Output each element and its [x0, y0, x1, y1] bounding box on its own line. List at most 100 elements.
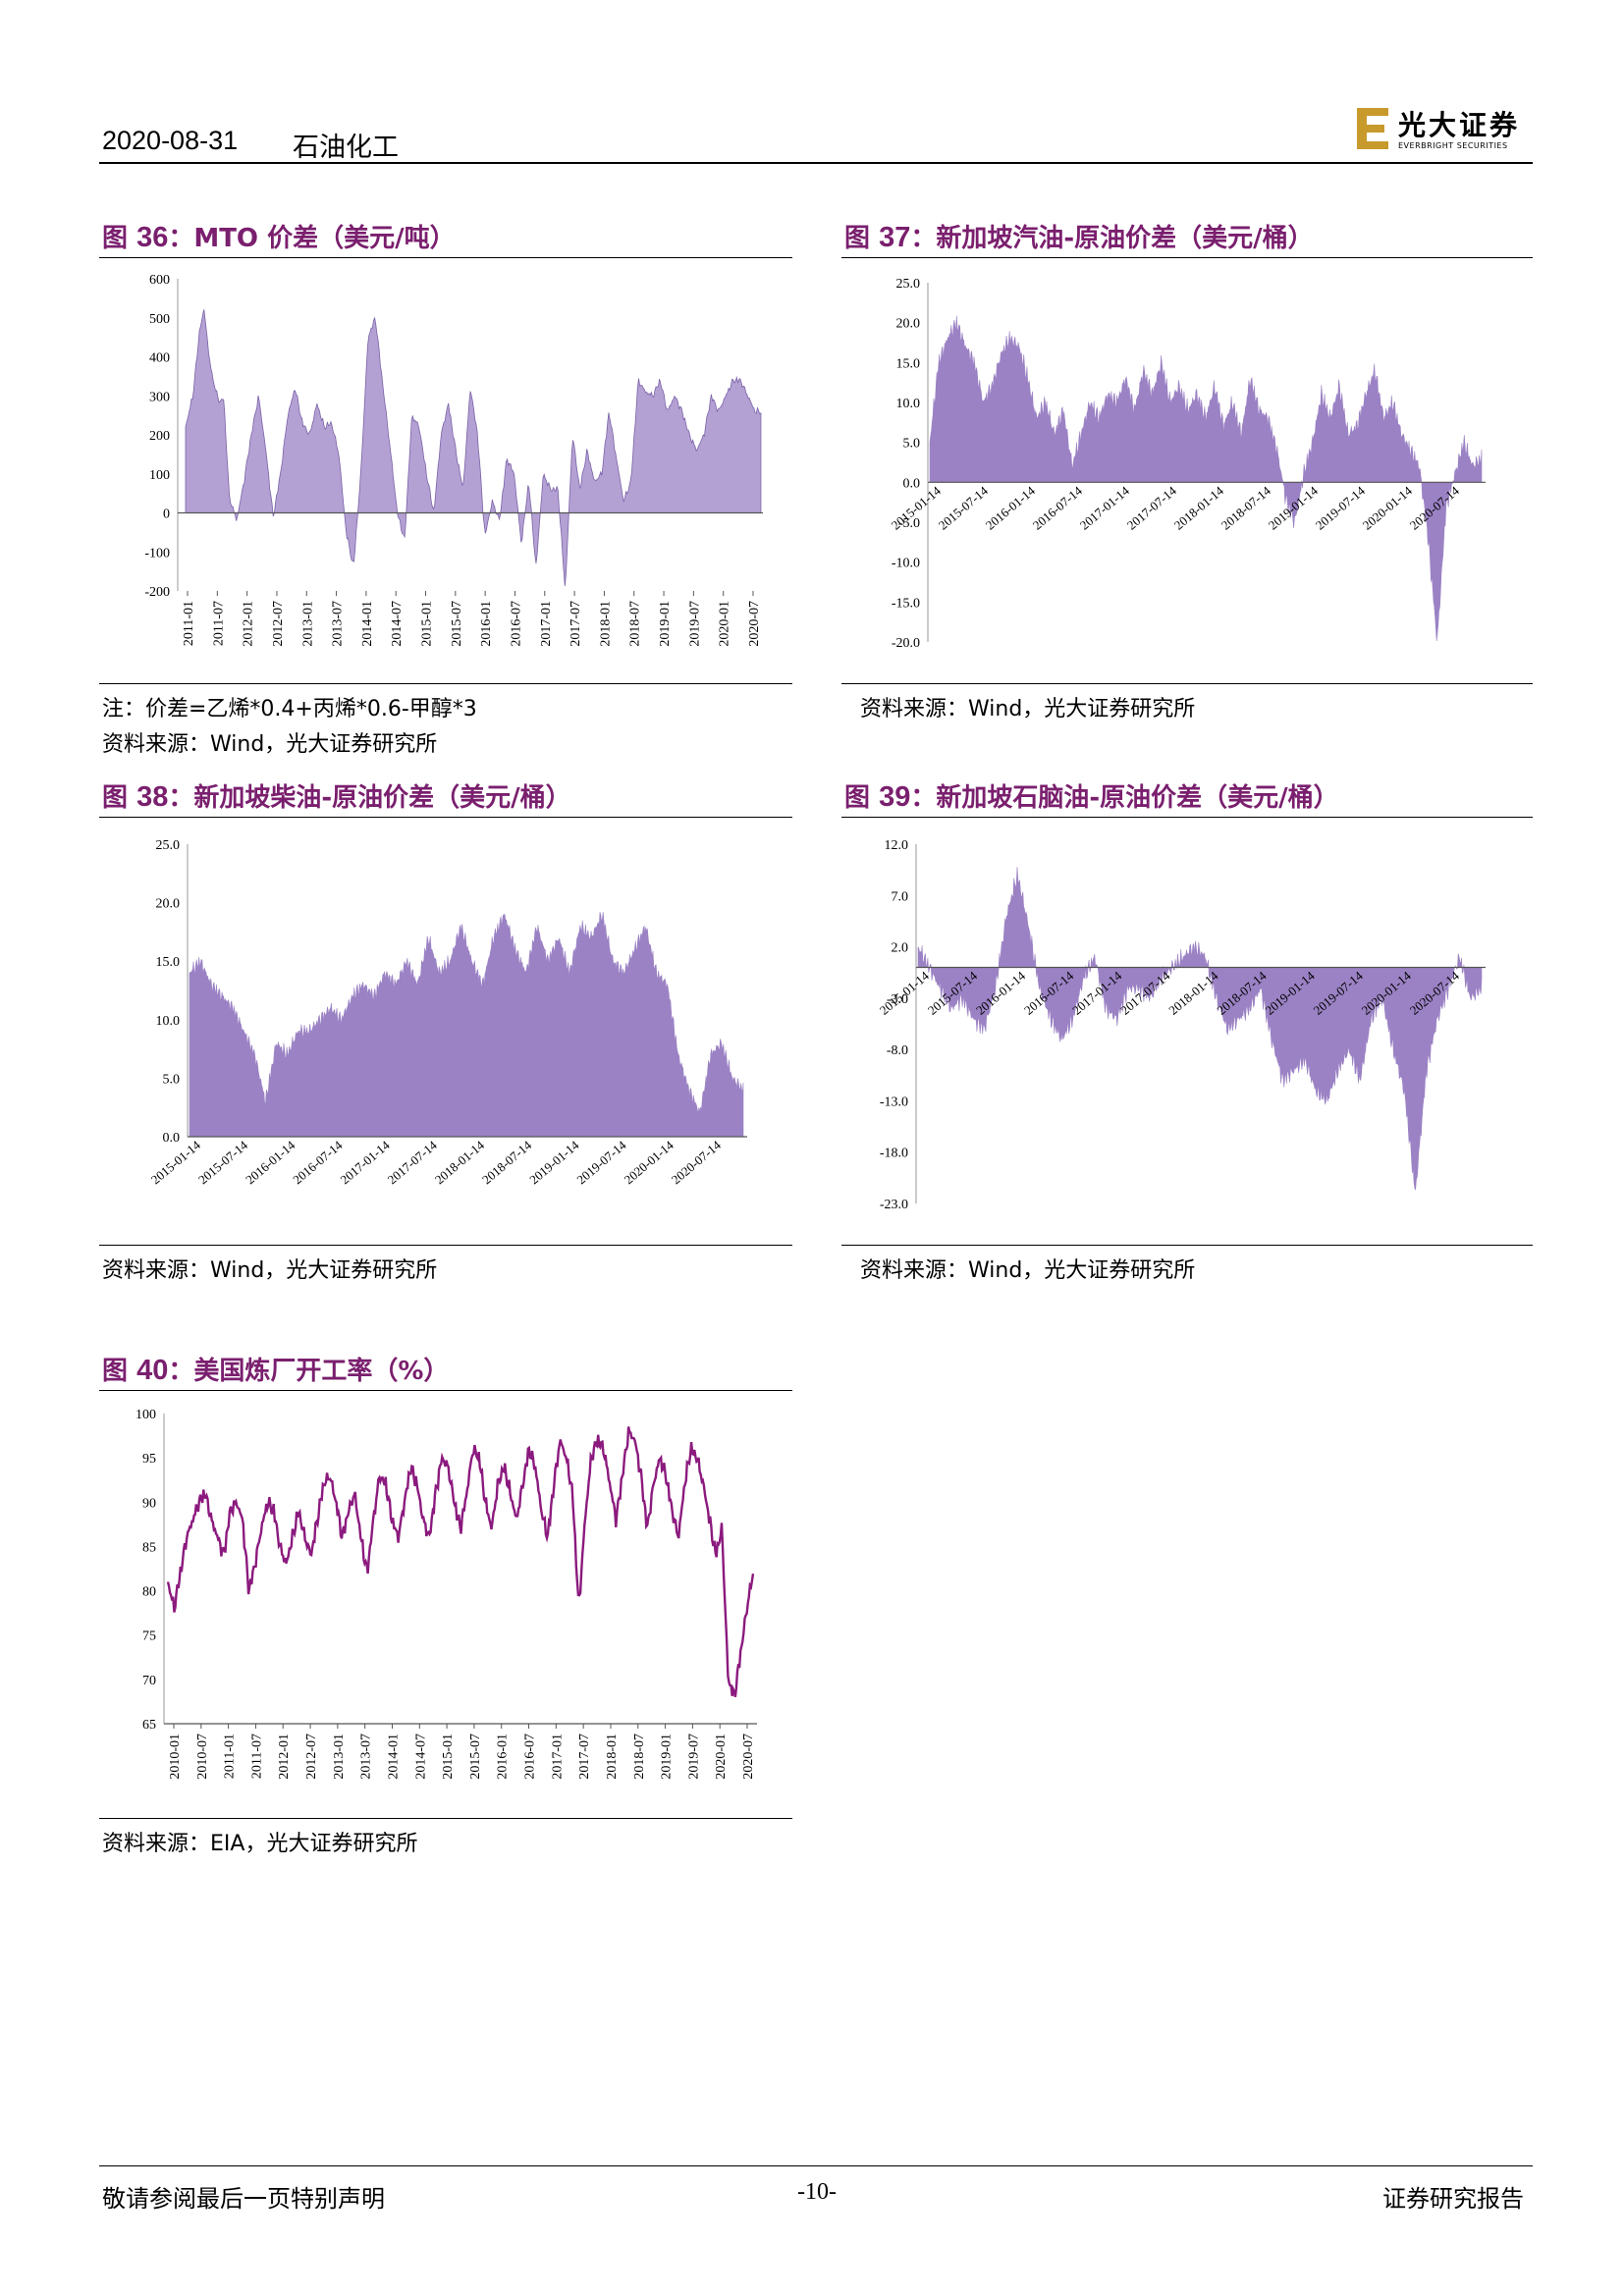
x-tick-label: 2020-01	[718, 601, 732, 647]
x-tick-label: 2010-01	[168, 1734, 183, 1780]
x-tick-label: 2017-01	[539, 601, 554, 647]
x-tick-label: 2017-01-14	[1077, 483, 1132, 533]
y-tick-label: 20.0	[896, 317, 921, 332]
figure-38-top-rule	[99, 817, 792, 818]
x-tick-label: 2020-07	[741, 1734, 756, 1780]
x-tick-label: 2019-01	[660, 1734, 675, 1780]
y-tick-label: 25.0	[896, 277, 921, 292]
y-tick-label: 300	[149, 390, 170, 404]
x-tick-label: 2018-01-14	[1171, 483, 1226, 533]
figure-39-chart: 12.0 7.0 2.0 -3.0 -8.0 -13.0 -18.0 -23.0 2015-01…	[877, 838, 1486, 1212]
y-tick-label: 65	[142, 1718, 156, 1733]
x-tick-label: 2015-01	[441, 1734, 456, 1780]
x-tick-label: 2018-07-14	[479, 1137, 534, 1187]
x-tick-label: 2020-07	[747, 601, 762, 647]
x-tick-label: 2012-07	[304, 1734, 319, 1780]
y-tick-label: 100	[149, 468, 170, 483]
x-tick-label: 2018-01	[605, 1734, 620, 1780]
figure-37-bottom-rule	[841, 683, 1533, 684]
y-tick-label: -5.0	[898, 516, 920, 531]
company-logo: 光大证券 EVERBRIGHT SECURITIES	[1355, 104, 1532, 153]
y-tick-label: 0	[163, 507, 170, 522]
x-tick-label: 2011-01	[182, 601, 196, 646]
y-tick-label: 90	[142, 1496, 156, 1511]
figure-prefix: 图	[102, 783, 137, 813]
figure-38-chart: 25.020.015.010.05.00.02015-01-142015-07-…	[148, 838, 747, 1187]
x-tick-label: 2017-01-14	[338, 1137, 393, 1187]
y-tick-label: 200	[149, 429, 170, 444]
x-tick-label: 2014-01	[360, 601, 375, 647]
figure-40-bottom-rule	[99, 1818, 792, 1819]
x-tick-label: 2017-07-14	[385, 1137, 440, 1187]
figure-36-note: 注：价差=乙烯*0.4+丙烯*0.6-甲醇*3	[102, 697, 477, 721]
y-tick-label: 75	[142, 1629, 156, 1644]
x-tick-label: 2013-07	[331, 601, 346, 647]
x-tick-label: 2016-07	[509, 601, 523, 647]
x-tick-label: 2012-01	[277, 1734, 292, 1780]
x-tick-label: 2013-07	[359, 1734, 374, 1780]
x-tick-label: 2017-07	[568, 601, 583, 647]
figure-prefix: 图	[102, 1357, 137, 1386]
x-tick-label: 2017-01	[550, 1734, 565, 1780]
figure-number: 39	[879, 781, 911, 813]
header-rule	[99, 162, 1533, 164]
y-tick-label: -18.0	[880, 1147, 908, 1161]
figure-39-top-rule	[841, 817, 1533, 818]
figure-37-title: 图 37：新加坡汽油-原油价差（美元/桶）	[844, 218, 1314, 254]
figure-36-top-rule	[99, 257, 792, 258]
x-tick-label: 2014-07	[390, 601, 405, 647]
x-tick-label: 2016-01-14	[243, 1137, 298, 1187]
figure-caption: ：新加坡柴油-原油价差（美元/桶）	[168, 783, 571, 813]
x-tick-label: 2011-01	[223, 1734, 238, 1779]
x-tick-label: 2015-01-14	[877, 968, 932, 1018]
figure-37-chart: 25.0 20.0 15.0 10.0 5.0 0.0 -5.0 -10.0 -15.0 -20.…	[889, 277, 1486, 651]
y-tick-label: 7.0	[892, 889, 909, 904]
y-tick-label: 600	[149, 273, 170, 288]
y-tick-label: 0.0	[903, 476, 921, 491]
x-tick-label: 2019-07-14	[573, 1137, 628, 1187]
report-sector: 石油化工	[293, 133, 399, 163]
footer-report-type: 证券研究报告	[1382, 2185, 1524, 2213]
x-tick-label: 2017-07-14	[1124, 483, 1179, 533]
x-tick-label: 2015-07	[468, 1734, 483, 1780]
y-tick-label: -13.0	[880, 1095, 908, 1109]
y-tick-label: -10.0	[892, 557, 920, 571]
x-tick-label: 2018-01-14	[432, 1137, 487, 1187]
x-tick-label: 2014-01	[386, 1734, 401, 1780]
x-tick-label: 2018-07	[632, 1734, 647, 1780]
x-tick-label: 2019-07	[687, 601, 702, 647]
figure-39-bottom-rule	[841, 1245, 1533, 1246]
y-tick-label: 80	[142, 1585, 156, 1600]
y-tick-label: 10.0	[896, 397, 921, 411]
x-tick-label: 2020-01-14	[1360, 483, 1415, 533]
figure-36-source: 资料来源：Wind，光大证券研究所	[102, 732, 438, 757]
x-tick-label: 2018-01-14	[1165, 968, 1220, 1018]
x-tick-label: 2010-07	[195, 1734, 210, 1780]
y-tick-label: -3.0	[887, 992, 908, 1007]
footer-rule	[99, 2165, 1533, 2166]
x-tick-label: 2011-07	[249, 1734, 264, 1779]
figure-36-chart: 600 500 400 300 200 100 0 -100 -200 2011-01 2011-0…	[144, 273, 763, 647]
y-tick-label: -20.0	[892, 636, 920, 651]
x-tick-label: 2018-01	[598, 601, 613, 647]
x-tick-label: 2016-01	[496, 1734, 511, 1780]
x-tick-label: 2015-07-14	[936, 483, 991, 533]
x-tick-label: 2015-07-14	[195, 1137, 250, 1187]
figure-38-title: 图 38：新加坡柴油-原油价差（美元/桶）	[102, 777, 571, 814]
x-tick-label: 2016-01	[479, 601, 494, 647]
report-date: 2020-08-31	[102, 126, 239, 155]
y-tick-label: 85	[142, 1540, 156, 1555]
x-tick-label: 2020-01-14	[622, 1137, 677, 1187]
y-tick-label: 2.0	[892, 941, 909, 956]
x-tick-label: 2019-01-14	[526, 1137, 581, 1187]
y-tick-label: -15.0	[892, 596, 920, 611]
x-tick-label: 2013-01	[332, 1734, 347, 1780]
series-area	[185, 309, 762, 587]
figure-caption: ：美国炼厂开工率（%）	[168, 1357, 450, 1386]
figure-caption: ：新加坡汽油-原油价差（美元/桶）	[910, 224, 1314, 253]
figure-prefix: 图	[844, 783, 880, 813]
x-tick-label: 2012-01	[242, 601, 256, 647]
x-tick-label: 2013-01	[300, 601, 315, 647]
figure-number: 37	[879, 222, 911, 253]
y-tick-label: 500	[149, 312, 170, 327]
